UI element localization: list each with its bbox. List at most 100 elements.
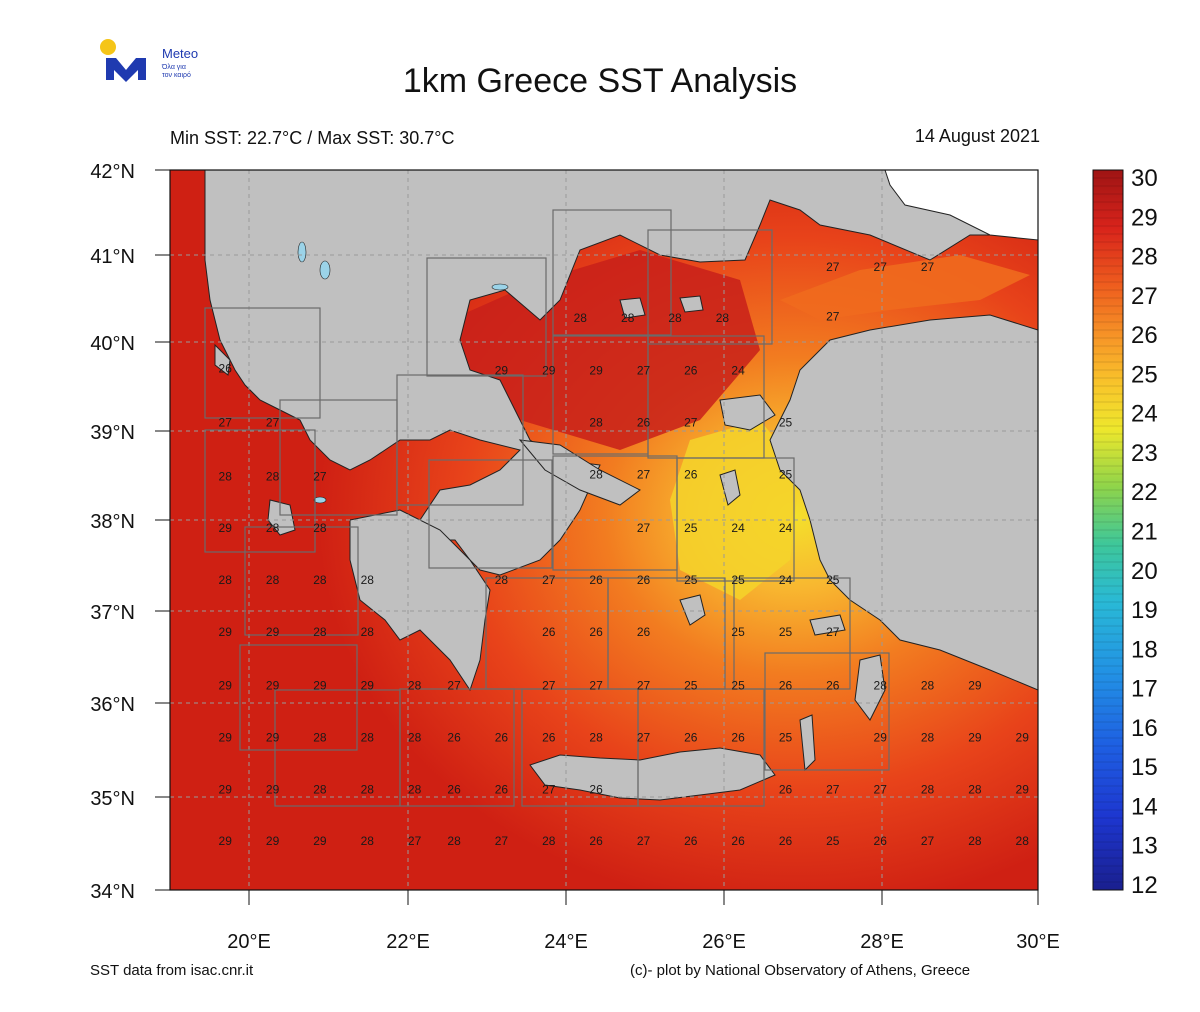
sst-value-label: 28 [542, 834, 556, 848]
colorbar-label: 24 [1131, 401, 1158, 428]
naxos [679, 594, 706, 626]
kos [809, 614, 846, 636]
sst-value-label: 27 [874, 783, 888, 797]
sst-value-label: 26 [731, 731, 745, 745]
sst-value-label: 26 [219, 362, 233, 376]
sst-value-label: 24 [779, 521, 793, 535]
colorbar-label: 28 [1131, 244, 1158, 271]
sst-value-label: 28 [589, 731, 603, 745]
sst-value-label: 27 [589, 678, 603, 692]
lon-label-22: 22°E [386, 931, 430, 953]
sun-icon [100, 39, 116, 55]
sst-value-label: 29 [219, 731, 233, 745]
corfu [214, 343, 231, 376]
data-source-credit: SST data from isac.cnr.it [90, 962, 254, 979]
sst-value-label: 28 [408, 678, 422, 692]
colorbar-label: 29 [1131, 204, 1158, 231]
balkan-mainland [204, 169, 1039, 576]
sst-value-label: 28 [447, 834, 461, 848]
sst-value-label: 27 [826, 260, 840, 274]
sst-value-label: 28 [266, 470, 280, 484]
lat-label-37: 37°N [90, 602, 135, 624]
sst-value-label: 29 [1016, 731, 1030, 745]
sst-value-label: 28 [621, 311, 635, 325]
sst-value-label: 27 [637, 678, 651, 692]
lake-ohrid [297, 241, 307, 263]
lakes [297, 241, 509, 504]
sst-value-label: 26 [779, 678, 793, 692]
marmara-sea [780, 255, 1030, 320]
lat-label-40: 40°N [90, 333, 135, 355]
lake-prespa [319, 260, 331, 280]
sst-value-label: 28 [874, 678, 888, 692]
sst-value-label: 29 [495, 363, 509, 377]
sst-value-label: 26 [779, 783, 793, 797]
lat-label-36: 36°N [90, 694, 135, 716]
logo-tagline-2: τον καιρό [162, 71, 191, 79]
sst-value-label: 29 [361, 678, 375, 692]
sst-value-label: 26 [684, 363, 698, 377]
sst-value-label: 25 [826, 834, 840, 848]
sst-value-label: 29 [313, 678, 327, 692]
sst-value-label: 29 [219, 625, 233, 639]
sst-value-label: 24 [731, 521, 745, 535]
thasos [619, 297, 646, 319]
sst-value-label: 29 [219, 834, 233, 848]
sst-value-label: 26 [637, 416, 651, 430]
sst-value-label: 26 [684, 834, 698, 848]
m-logo-mark [106, 58, 146, 82]
sst-value-label: 26 [589, 834, 603, 848]
sst-value-label: 29 [266, 731, 280, 745]
sst-value-label: 24 [779, 573, 793, 587]
sst-value-label: 26 [495, 783, 509, 797]
sst-value-label: 26 [542, 731, 556, 745]
sst-value-label: 27 [542, 783, 556, 797]
sst-value-label: 25 [779, 416, 793, 430]
sst-value-label: 25 [731, 678, 745, 692]
sst-value-label: 29 [589, 363, 603, 377]
sst-value-label: 29 [1016, 783, 1030, 797]
sst-value-label: 27 [921, 260, 935, 274]
lat-label-41: 41°N [90, 246, 135, 268]
sst-value-label: 25 [684, 521, 698, 535]
sst-value-label: 26 [684, 731, 698, 745]
karpathos [799, 714, 816, 772]
sst-value-label: 29 [542, 363, 556, 377]
colorbar-label: 22 [1131, 479, 1158, 506]
logo-tagline-1: Όλα για [161, 64, 186, 71]
anatolia [769, 314, 1039, 691]
sst-value-label: 28 [1016, 834, 1030, 848]
sst-value-label: 26 [637, 625, 651, 639]
colorbar-label: 27 [1131, 283, 1158, 310]
sst-value-label: 29 [219, 521, 233, 535]
region-boxes [204, 209, 890, 807]
chios [719, 469, 741, 506]
sst-value-label: 25 [779, 468, 793, 482]
sst-value-label: 26 [731, 834, 745, 848]
sst-value-label: 28 [361, 834, 375, 848]
samothraki [679, 295, 704, 313]
lat-ticks [155, 169, 170, 891]
colorbar-label: 19 [1131, 597, 1158, 624]
colorbar-label: 12 [1131, 872, 1158, 899]
crete [529, 747, 776, 801]
sst-value-label: 28 [968, 834, 982, 848]
sst-value-label: 28 [361, 783, 375, 797]
sst-value-label: 26 [589, 573, 603, 587]
sst-value-label: 26 [684, 468, 698, 482]
sst-value-label: 28 [313, 731, 327, 745]
lat-label-39: 39°N [90, 422, 135, 444]
meteo-logo: Meteo Όλα για τον καιρό [96, 38, 226, 88]
plot-credit: (c)- plot by National Observatory of Ath… [630, 962, 971, 979]
sst-value-label: 28 [361, 573, 375, 587]
lake-trichonida [313, 496, 327, 504]
sst-value-label: 28 [313, 573, 327, 587]
colorbar-steps [1093, 177, 1123, 883]
sst-value-label: 26 [589, 625, 603, 639]
colorbar-label: 18 [1131, 636, 1158, 663]
graticule [170, 170, 1038, 890]
sst-value-label: 28 [668, 311, 682, 325]
sst-value-label: 27 [495, 834, 509, 848]
analysis-date: 14 August 2021 [914, 126, 1040, 146]
sst-value-label: 26 [495, 731, 509, 745]
